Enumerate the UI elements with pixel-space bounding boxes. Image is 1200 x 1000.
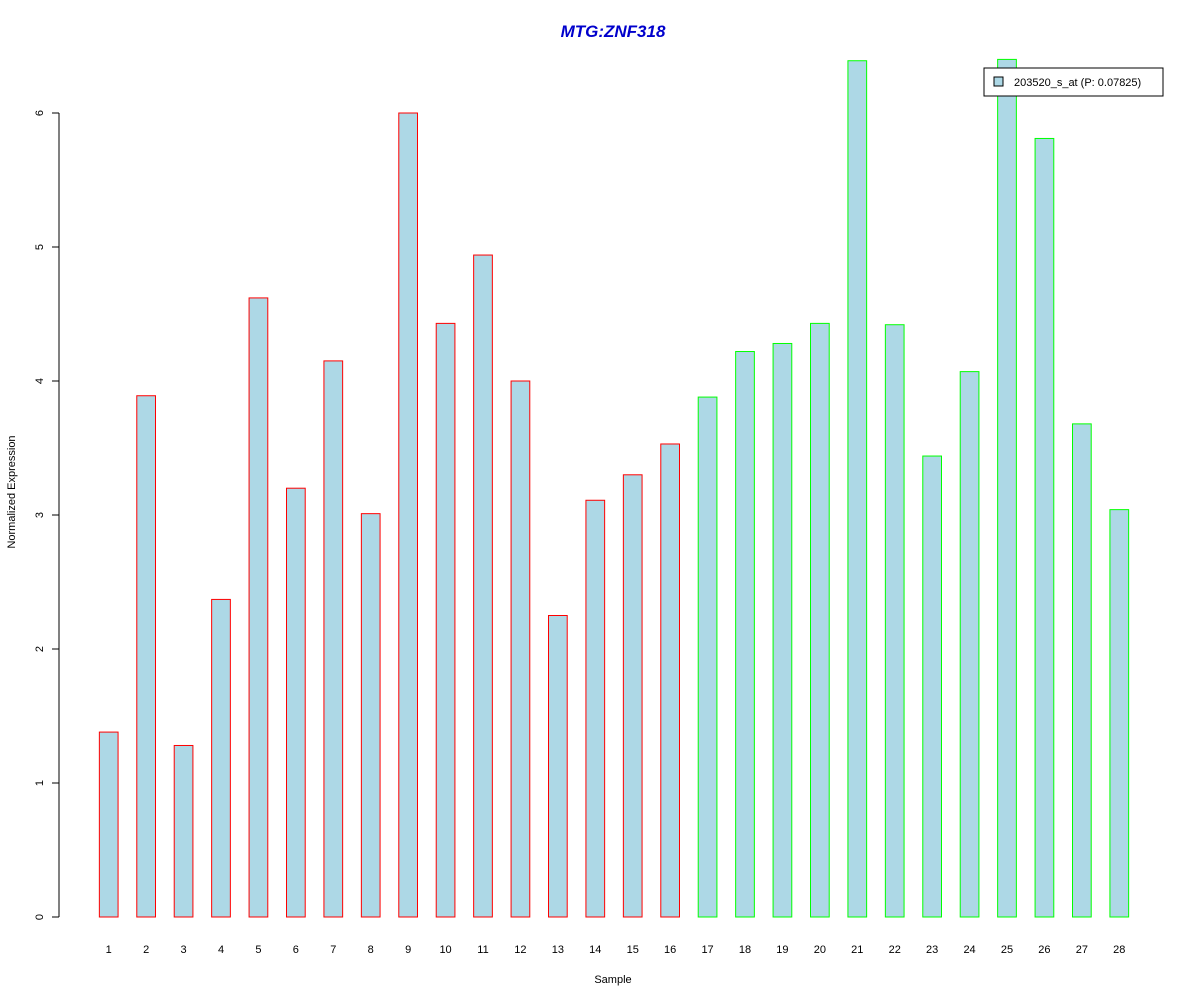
y-tick-label: 0: [34, 914, 46, 920]
y-tick-label: 1: [34, 780, 46, 786]
x-tick-label: 21: [851, 944, 863, 956]
x-tick-label: 17: [701, 944, 713, 956]
bar-sample-6: [286, 487, 306, 918]
y-tick-label: 4: [34, 378, 46, 384]
x-tick-label: 20: [814, 944, 826, 956]
bar-sample-5: [248, 297, 269, 918]
x-tick-label: 15: [627, 944, 639, 956]
x-axis-label: Sample: [594, 974, 631, 986]
x-tick-label: 16: [664, 944, 676, 956]
bars-group: [98, 58, 1130, 918]
x-tick-label: 14: [589, 944, 601, 956]
x-tick-label: 27: [1076, 944, 1088, 956]
x-tick-label: 13: [552, 944, 564, 956]
x-tick-label: 5: [255, 944, 261, 956]
x-tick-label: 4: [218, 944, 224, 956]
x-tick-label: 24: [963, 944, 975, 956]
y-tick-label: 2: [34, 646, 46, 652]
x-tick-label: 22: [889, 944, 901, 956]
x-tick-label: 7: [330, 944, 336, 956]
y-axis: 0 1 2 3 4 5 6: [34, 110, 60, 920]
bar-sample-15: [622, 474, 643, 918]
x-tick-label: 10: [439, 944, 451, 956]
bar-sample-7: [323, 360, 344, 918]
x-tick-label: 2: [143, 944, 149, 956]
bar-sample-14: [585, 499, 606, 918]
bar-sample-25: [997, 58, 1017, 918]
bar-sample-8: [360, 513, 381, 918]
bar-sample-27: [1072, 423, 1092, 918]
x-tick-label: 25: [1001, 944, 1013, 956]
bar-sample-22: [884, 324, 905, 918]
bar-sample-9: [398, 112, 418, 918]
bar-sample-18: [735, 351, 755, 918]
bar-sample-23: [922, 455, 942, 918]
x-tick-label: 19: [776, 944, 788, 956]
bar-sample-4: [211, 598, 231, 918]
x-tick-label: 23: [926, 944, 938, 956]
x-tick-label: 11: [477, 944, 488, 956]
legend-swatch: [993, 76, 1004, 87]
bar-sample-20: [810, 322, 830, 918]
x-tick-label: 9: [405, 944, 411, 956]
bar-sample-3: [173, 744, 194, 918]
x-tick-label: 18: [739, 944, 751, 956]
chart-title: MTG:ZNF318: [561, 22, 666, 41]
x-tick-label: 1: [106, 944, 112, 956]
bar-sample-19: [772, 342, 793, 918]
bar-sample-28: [1109, 509, 1130, 918]
bar-sample-26: [1034, 137, 1055, 918]
x-tick-labels: 1 2 3 4 5 6 7 8 9 10 11 12 13 14 15 16 17 18 19 20 21 22 23 24 2…: [106, 944, 1126, 956]
bar-sample-13: [548, 615, 568, 918]
bar-sample-21: [847, 60, 868, 918]
x-tick-label: 28: [1113, 944, 1125, 956]
bar-sample-2: [136, 395, 157, 918]
x-tick-label: 8: [368, 944, 374, 956]
legend-label: 203520_s_at (P: 0.07825): [1014, 77, 1141, 89]
y-tick-label: 5: [34, 244, 46, 250]
bar-sample-17: [697, 396, 718, 918]
bar-sample-12: [510, 380, 531, 918]
bar-sample-1: [98, 731, 119, 918]
y-axis-label: Normalized Expression: [6, 435, 18, 548]
x-tick-label: 12: [514, 944, 526, 956]
x-tick-label: 6: [293, 944, 299, 956]
y-tick-label: 6: [34, 110, 46, 116]
legend: 203520_s_at (P: 0.07825): [983, 67, 1164, 97]
legend-box: [983, 67, 1164, 97]
bar-sample-11: [473, 254, 493, 918]
bar-sample-10: [435, 322, 456, 918]
y-tick-label: 3: [34, 512, 46, 518]
x-tick-label: 26: [1038, 944, 1050, 956]
bar-sample-24: [959, 371, 980, 918]
x-tick-label: 3: [181, 944, 187, 956]
bar-sample-16: [660, 443, 680, 918]
